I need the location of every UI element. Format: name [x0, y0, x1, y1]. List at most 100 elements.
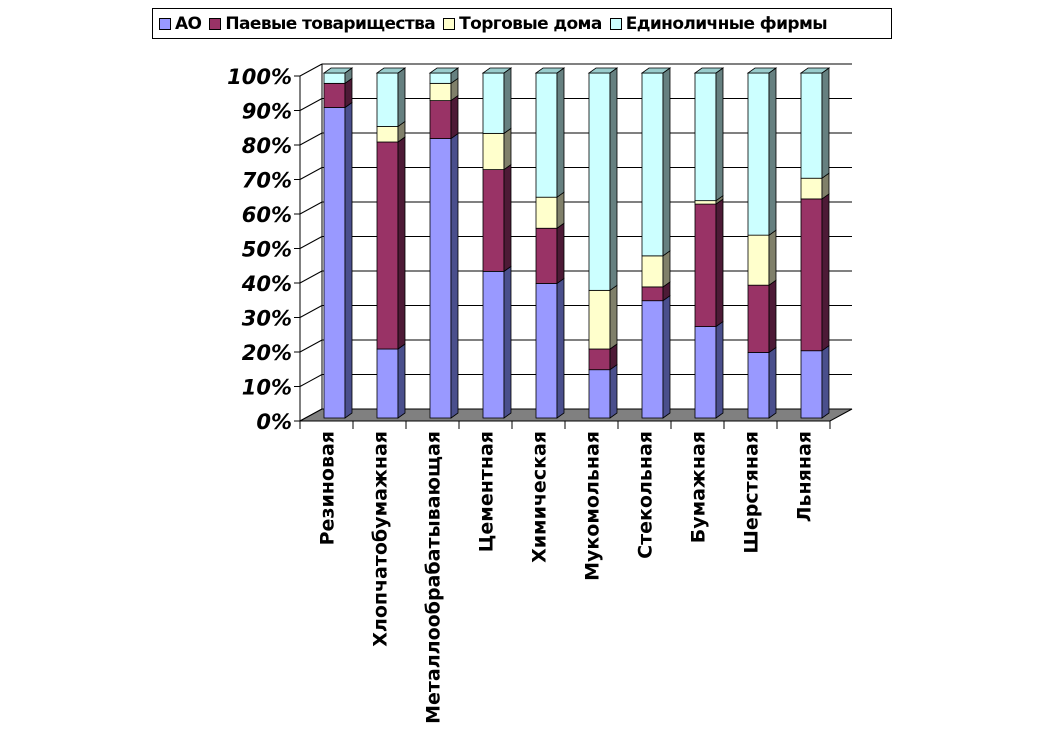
y-tick-label: 20% [242, 341, 292, 365]
bar-segment [641, 300, 664, 419]
bar-segment-side [715, 320, 724, 419]
side-wall-gridline [299, 270, 323, 284]
x-tick-label: Стекольная [635, 431, 657, 559]
bar-segment-side [768, 67, 777, 236]
y-tick-label: 60% [242, 203, 292, 227]
legend-swatch-edinolichnye [609, 17, 622, 30]
bar-segment [641, 286, 664, 302]
bar-segment-side [503, 265, 512, 419]
y-tick-label: 40% [241, 272, 292, 296]
bar-segment [694, 72, 717, 202]
legend-label-torgovye: Торговые дома [459, 13, 602, 34]
y-tick-label: 90% [242, 100, 292, 124]
bar-segment [429, 100, 452, 139]
bar-segment-side [556, 67, 565, 198]
bar-top [693, 67, 725, 74]
side-wall-gridline [299, 236, 323, 249]
side-wall-gridline [299, 167, 323, 180]
x-tick-label: Цементная [476, 431, 498, 552]
bar-segment [535, 72, 558, 198]
side-wall-gridline [299, 98, 323, 111]
bar-segment [429, 72, 452, 84]
bar-top [640, 67, 672, 74]
bar-segment-side [556, 191, 565, 230]
bar-segment-side [397, 67, 406, 128]
legend-swatch-torgovye [443, 17, 456, 30]
bar-segment [800, 72, 823, 179]
bar-top [534, 67, 566, 74]
y-tick-label: 50% [242, 238, 292, 262]
bar-segment [376, 72, 399, 127]
legend-item-ao: АО [159, 14, 202, 34]
bar-segment-side [662, 250, 671, 288]
bar-segment-side [715, 67, 724, 202]
legend-label-paevye: Паевые товарищества [225, 13, 436, 34]
bar-segment [747, 234, 770, 286]
bar-top [799, 67, 831, 74]
bar-top [322, 67, 354, 74]
legend-swatch-paevye [209, 17, 222, 30]
bar-segment [800, 198, 823, 352]
bar-segment [376, 141, 399, 350]
bar-segment-side [821, 193, 830, 352]
bar-segment [747, 72, 770, 236]
bar-segment-side [768, 346, 777, 419]
bar-top [375, 67, 407, 74]
bar-segment-side [503, 127, 512, 171]
bar-segment-side [397, 136, 406, 350]
x-tick-label: Бумажная [688, 431, 710, 543]
bar-segment-side [556, 222, 565, 285]
bar-segment [482, 72, 505, 134]
bar-segment [482, 270, 505, 419]
side-wall-gridline [299, 201, 323, 215]
bar-segment [482, 132, 505, 170]
bar-segment [535, 196, 558, 229]
bar-top [587, 67, 619, 74]
bar-segment [482, 169, 505, 272]
bar-segment [747, 284, 770, 353]
side-wall-gridline [299, 132, 323, 146]
y-tick-label: 10% [242, 376, 292, 400]
bar-segment [535, 283, 558, 419]
bar-top [428, 67, 460, 74]
x-tick-label: Мукомольная [582, 431, 604, 581]
bar-segment [800, 350, 823, 419]
bar-segment-side [397, 343, 406, 419]
y-tick-label: 0% [256, 410, 292, 434]
bar-segment [429, 82, 452, 101]
x-tick-label: Хлопчатобумажная [370, 431, 392, 647]
bar-segment-side [821, 67, 830, 180]
bar-segment-side [450, 132, 459, 419]
legend-item-paevye: Паевые товарищества [209, 13, 436, 34]
x-tick-label: Резиновая [317, 431, 339, 545]
bar-segment [535, 227, 558, 284]
x-tick-label: Шерстяная [741, 431, 763, 554]
bar-segment-side [609, 363, 618, 419]
legend-swatch-ao [159, 17, 171, 30]
bar-segment-side [715, 198, 724, 328]
bar-segment [323, 72, 346, 84]
side-wall-gridline [299, 339, 323, 353]
bar-segment [588, 369, 611, 419]
bar-segment-side [450, 94, 459, 140]
side-wall-gridline [299, 305, 323, 318]
bar-segment [376, 126, 399, 143]
bar-segment-side [503, 67, 512, 135]
bar-top [746, 67, 778, 74]
bar-segment [323, 82, 346, 108]
y-tick-label: 30% [242, 307, 292, 331]
bar-segment [323, 107, 346, 419]
bar-segment [429, 138, 452, 419]
bar-segment [694, 200, 717, 205]
x-tick-label: Химическая [529, 431, 551, 563]
chart-legend: АО Паевые товарищества Торговые дома Еди… [152, 8, 892, 39]
side-wall-gridline [299, 374, 323, 387]
bar-segment [641, 255, 664, 288]
bar-segment-side [556, 277, 565, 419]
legend-item-torgovye: Торговые дома [443, 14, 602, 34]
bar-segment [694, 326, 717, 419]
legend-label-edinolichnye: Единоличные фирмы [625, 13, 828, 34]
bar-segment-side [662, 67, 671, 257]
y-tick-label: 100% [227, 65, 292, 89]
